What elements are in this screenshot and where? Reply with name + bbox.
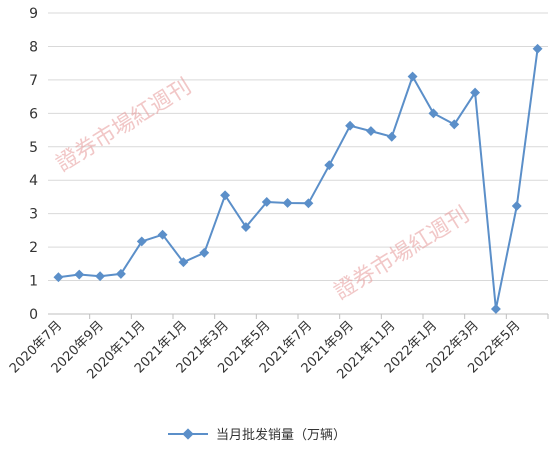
data-point (74, 269, 85, 280)
data-point (428, 108, 439, 119)
data-point (261, 197, 272, 207)
data-point (157, 229, 168, 240)
data-point (345, 120, 356, 131)
y-tick-label: 9 (29, 6, 38, 22)
data-point (490, 304, 501, 314)
series-group (53, 43, 543, 314)
y-axis-ticks: 0 1 2 3 4 5 6 7 8 9 (29, 6, 38, 323)
legend: 当月批发销量（万辆） (168, 427, 346, 443)
y-tick-label: 0 (29, 307, 38, 323)
data-point (95, 271, 106, 282)
data-point (386, 131, 397, 142)
legend-marker (182, 428, 194, 440)
data-point (532, 43, 543, 54)
data-point (365, 126, 376, 137)
data-point (511, 201, 522, 211)
x-axis: 2020年7月2020年9月2020年11月2021年1月2021年3月2021… (7, 313, 549, 382)
y-tick-label: 2 (29, 240, 38, 256)
y-tick-label: 3 (29, 207, 38, 223)
y-tick-label: 5 (29, 140, 38, 156)
data-point (115, 268, 126, 279)
data-point (136, 236, 147, 247)
y-tick-label: 7 (29, 73, 38, 89)
watermark-text: 證券市場紅週刊 (330, 202, 474, 305)
y-tick-label: 1 (29, 274, 38, 290)
data-point (199, 247, 210, 258)
legend-label: 当月批发销量（万辆） (216, 427, 346, 443)
data-point (240, 222, 251, 232)
watermark-text: 證券市場紅週刊 (52, 74, 196, 177)
series-line (58, 48, 539, 310)
y-tick-label: 6 (29, 106, 38, 122)
data-point (282, 198, 293, 208)
watermark-group: 證券市場紅週刊 證券市場紅週刊 (52, 74, 474, 305)
y-tick-label: 8 (29, 39, 38, 55)
data-point (303, 198, 314, 209)
data-point (470, 87, 481, 98)
y-tick-label: 4 (29, 173, 38, 189)
watermark-logo: 證券市場紅週刊 (330, 202, 474, 305)
watermark-logo: 證券市場紅週刊 (52, 74, 196, 177)
data-point (178, 257, 189, 268)
data-point (220, 190, 231, 201)
gridlines (48, 12, 548, 282)
data-point (324, 160, 335, 171)
